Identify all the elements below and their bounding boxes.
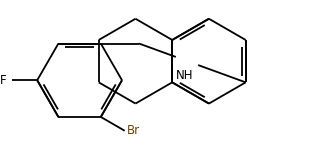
Text: NH: NH [176,69,194,82]
Text: Br: Br [127,124,140,137]
Text: F: F [0,74,6,87]
